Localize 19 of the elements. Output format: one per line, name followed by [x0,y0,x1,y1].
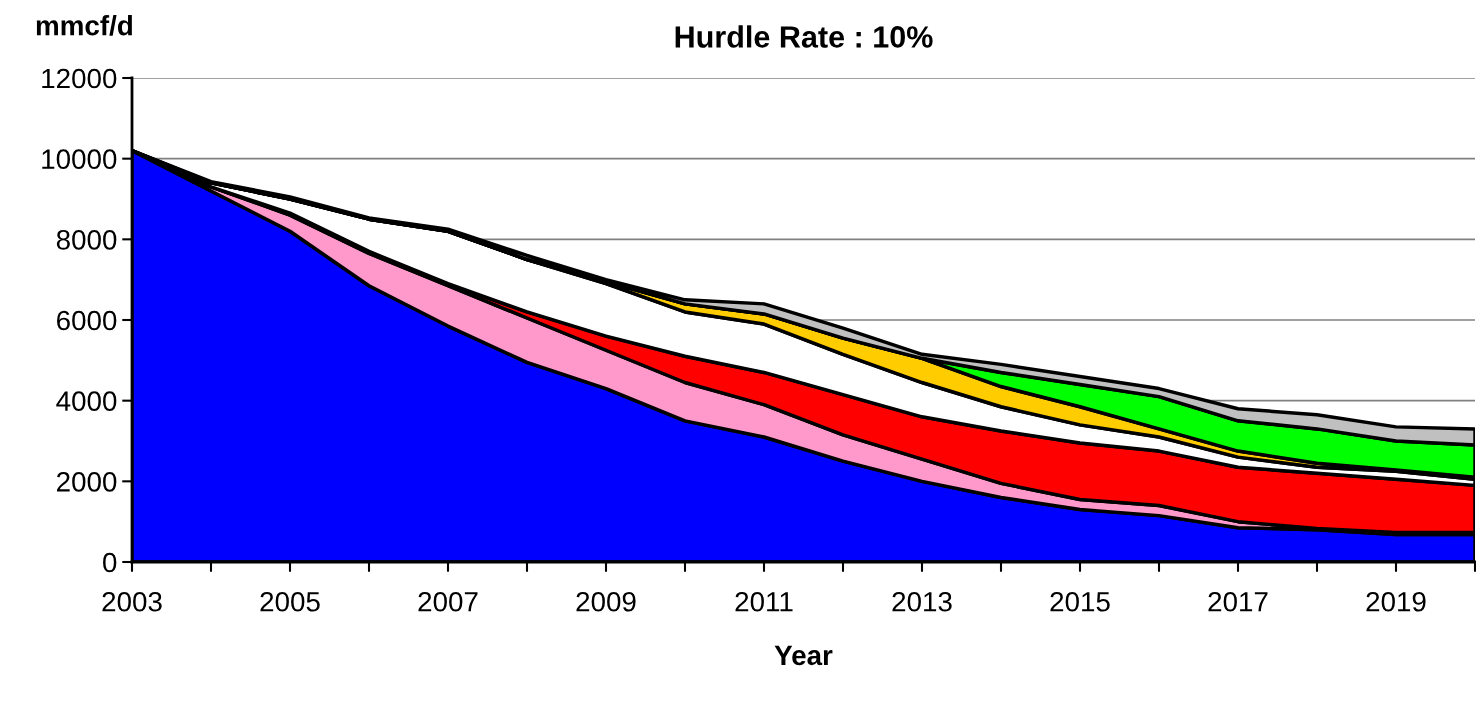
y-tick-label: 12000 [42,68,117,89]
x-tick-label: 2011 [735,591,793,612]
x-tick-label: 2009 [576,591,636,612]
chart-title: Hurdle Rate : 10% [675,25,933,48]
y-tick-label: 0 [103,552,117,573]
x-tick-label: 2013 [892,591,952,612]
y-tick-label: 10000 [42,149,117,170]
x-tick-label: 2003 [102,591,162,612]
x-tick-label: 2007 [418,591,478,612]
x-tick-label: 2015 [1050,591,1110,612]
y-tick-label: 2000 [57,472,117,492]
y-tick-label: 8000 [56,230,117,250]
y-tick-label: 6000 [57,310,117,331]
x-axis-title: Year [774,645,833,666]
y-axis-title: mmcf/d [36,15,132,36]
y-tick-label: 4000 [56,391,117,412]
x-tick-label: 2017 [1208,591,1268,612]
x-tick-label: 2019 [1366,591,1426,612]
x-tick-label: 2005 [260,591,320,612]
